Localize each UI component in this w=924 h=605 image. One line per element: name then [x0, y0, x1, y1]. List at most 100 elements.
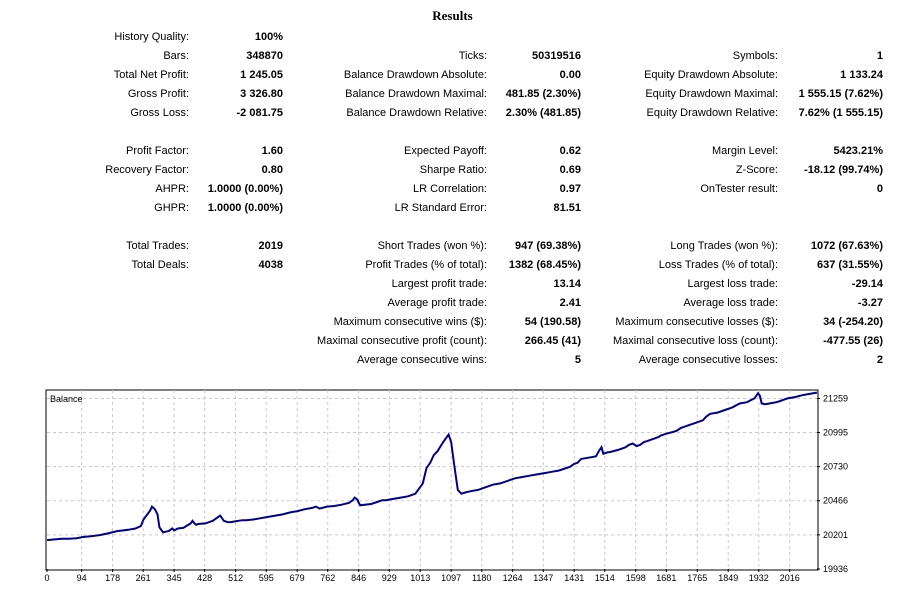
stat-value: 1382 (68.45%) [508, 259, 581, 271]
stat-label: Average consecutive losses: [638, 354, 778, 366]
stat-label: Expected Payoff: [404, 145, 487, 157]
stat-value: 13.14 [553, 278, 581, 290]
stat-value: 0.62 [559, 145, 581, 157]
stat-value: 50319516 [532, 50, 581, 62]
x-tick-label: 94 [77, 573, 87, 583]
x-tick-label: 1598 [626, 573, 646, 583]
stat-value: 0.00 [559, 69, 581, 81]
stat-label: GHPR: [154, 202, 189, 214]
stat-label: AHPR: [155, 183, 189, 195]
stat-value: 5 [574, 354, 581, 366]
x-tick-label: 1681 [656, 573, 676, 583]
x-tick-label: 595 [259, 573, 274, 583]
stat-value: 81.51 [553, 202, 581, 214]
stat-label: LR Correlation: [413, 183, 487, 195]
x-tick-label: 1514 [595, 573, 615, 583]
stat-label: Gross Loss: [130, 107, 189, 119]
x-tick-label: 345 [167, 573, 182, 583]
report-title: Results [432, 8, 473, 23]
x-tick-label: 428 [197, 573, 212, 583]
stat-value: 947 (69.38%) [514, 240, 581, 252]
chart-title: Balance [50, 394, 83, 404]
y-tick-label: 20466 [823, 496, 848, 506]
stat-value: -29.14 [851, 278, 883, 290]
stat-value: 1.0000 (0.00%) [207, 202, 283, 214]
x-tick-label: 512 [228, 573, 243, 583]
stat-label: Maximum consecutive losses ($): [615, 316, 778, 328]
stat-value: 1 133.24 [840, 69, 883, 81]
stat-label: Sharpe Ratio: [419, 164, 487, 176]
y-tick-label: 20995 [823, 428, 848, 438]
stat-value: 4038 [258, 259, 283, 271]
stat-label: Equity Drawdown Maximal: [645, 88, 778, 100]
x-tick-label: 1264 [503, 573, 523, 583]
stat-label: Short Trades (won %): [377, 240, 487, 252]
stat-label: Symbols: [732, 50, 778, 62]
y-tick-label: 21259 [823, 394, 848, 404]
stat-value: 0.97 [559, 183, 581, 195]
stat-label: OnTester result: [700, 183, 778, 195]
stat-value: 637 (31.55%) [816, 259, 883, 271]
x-tick-label: 1765 [687, 573, 707, 583]
stat-label: History Quality: [114, 31, 189, 43]
stat-value: 1 245.05 [240, 69, 283, 81]
stat-value: -2 081.75 [236, 107, 283, 119]
stat-label: Gross Profit: [127, 88, 189, 100]
x-tick-label: 1180 [472, 573, 491, 583]
stat-value: -3.27 [857, 297, 883, 309]
stat-value: 2.41 [559, 297, 581, 309]
stat-value: 481.85 (2.30%) [505, 88, 581, 100]
stat-value: -477.55 (26) [823, 335, 883, 347]
stat-label: Maximal consecutive profit (count): [317, 335, 487, 347]
stat-label: Average consecutive wins: [356, 354, 487, 366]
stat-label: Recovery Factor: [105, 164, 189, 176]
stat-label: Average profit trade: [387, 297, 487, 309]
stat-value: -18.12 (99.74%) [804, 164, 883, 176]
stat-label: Largest profit trade: [391, 278, 487, 290]
stat-label: Total Trades: [126, 240, 189, 252]
stat-value: 1072 (67.63%) [810, 240, 883, 252]
stat-label: Average loss trade: [683, 297, 778, 309]
stat-label: Bars: [163, 50, 189, 62]
stat-label: Margin Level: [711, 145, 778, 157]
stat-label: Balance Drawdown Relative: [346, 107, 487, 119]
stat-value: 54 (190.58) [524, 316, 581, 328]
balance-series-line [46, 391, 818, 542]
stat-label: Profit Factor: [126, 145, 189, 157]
y-tick-label: 20201 [823, 530, 848, 540]
x-tick-label: 846 [351, 573, 366, 583]
x-axis-ticks: 0 94 178 261 345 428 512 595 679 762 846 929 1013 109… [44, 569, 800, 583]
stat-value: 2.30% (481.85) [505, 107, 581, 119]
stat-value: 0.80 [261, 164, 283, 176]
x-tick-label: 0 [44, 573, 49, 583]
stat-label: Balance Drawdown Absolute: [343, 69, 487, 81]
stat-label: Total Net Profit: [113, 69, 189, 81]
stat-label: Equity Drawdown Absolute: [644, 69, 778, 81]
stat-label: Maximal consecutive loss (count): [612, 335, 778, 347]
y-tick-label: 19936 [823, 564, 848, 574]
stat-label: LR Standard Error: [394, 202, 487, 214]
stat-label: Equity Drawdown Relative: [646, 107, 778, 119]
stat-label: Total Deals: [131, 259, 189, 271]
stat-value: 5423.21% [833, 145, 883, 157]
x-tick-label: 929 [382, 573, 397, 583]
x-tick-label: 1347 [533, 573, 553, 583]
stat-value: 100% [254, 31, 283, 43]
x-tick-label: 1849 [718, 573, 738, 583]
grid-lines [47, 390, 817, 569]
x-tick-label: 261 [136, 573, 151, 583]
y-axis-ticks: 19936 20201 20466 20730 20995 21259 [817, 394, 848, 574]
stat-label: Maximum consecutive wins ($): [333, 316, 487, 328]
stat-label: Largest loss trade: [687, 278, 779, 290]
x-tick-label: 1013 [410, 573, 430, 583]
x-tick-label: 1097 [441, 573, 461, 583]
x-tick-label: 1932 [749, 573, 769, 583]
stat-value: 348870 [246, 50, 283, 62]
stat-label: Z-Score: [735, 164, 778, 176]
stat-label: Long Trades (won %): [670, 240, 778, 252]
x-tick-label: 679 [290, 573, 305, 583]
balance-chart: 0 94 178 261 345 428 512 595 679 762 846 929 1013 109… [44, 389, 848, 583]
stat-value: 34 (-254.20) [823, 316, 883, 328]
stat-value: 7.62% (1 555.15) [798, 107, 883, 119]
stat-label: Loss Trades (% of total): [658, 259, 778, 271]
